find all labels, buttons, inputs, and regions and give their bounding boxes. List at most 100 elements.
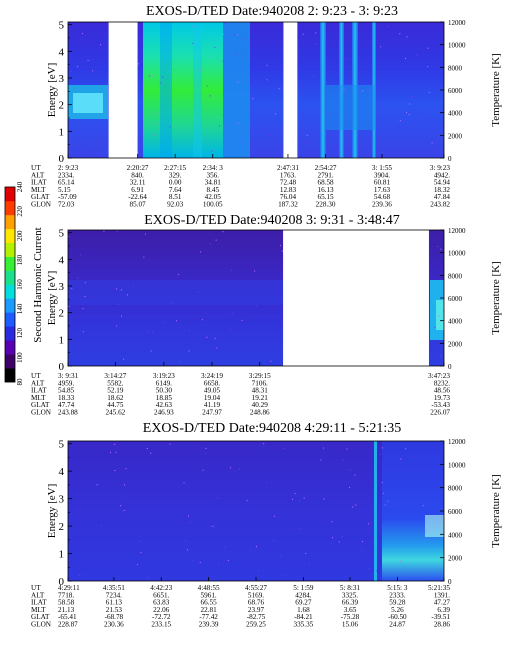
energy-tick-label: 5 — [59, 439, 65, 451]
temperature-tick-label: 6000 — [448, 508, 463, 516]
orbit-value: 5.15 — [58, 186, 71, 194]
colorbar-label: Second Harmonic Current — [32, 227, 44, 342]
speckle — [266, 64, 268, 66]
speckle — [68, 236, 70, 238]
speckle — [86, 149, 88, 151]
speckle — [179, 129, 181, 131]
panel-2-title: EXOS-D/TED Date:940208 3: 9:31 - 3:48:47 — [144, 213, 399, 228]
speckle — [145, 233, 147, 235]
orbit-value: 42.05 — [205, 193, 222, 201]
speckle — [298, 500, 300, 502]
speckle — [171, 302, 173, 304]
speckle — [223, 114, 225, 116]
orbit-value: 7234. — [106, 591, 122, 599]
energy-tick-label: 2 — [59, 308, 65, 320]
speckle — [192, 25, 194, 27]
speckle — [409, 103, 411, 105]
speckle — [216, 347, 218, 349]
speckle — [406, 36, 408, 38]
speckle — [230, 467, 232, 469]
speckle — [189, 521, 191, 523]
speckle — [79, 254, 81, 256]
speckle — [148, 75, 150, 77]
speckle — [255, 117, 257, 119]
orbit-value: 2334. — [58, 171, 74, 179]
speckle — [400, 560, 402, 562]
orbit-value: 228.30 — [316, 201, 336, 209]
orbit-value: 2333. — [389, 591, 405, 599]
orbit-value: 8.51 — [169, 193, 182, 201]
temperature-tick-label: 12000 — [448, 227, 466, 235]
speckle — [219, 125, 221, 127]
energy-tick-label: 2 — [59, 521, 65, 533]
orbit-value: 3:47:23 — [428, 372, 450, 380]
orbit-row-label: UT — [31, 164, 41, 172]
orbit-value: 6658. — [204, 379, 220, 387]
orbit-value: 248.86 — [250, 409, 270, 417]
orbit-value: 12.83 — [280, 186, 297, 194]
speckle — [399, 33, 401, 35]
energy-tick-label: 1 — [59, 549, 65, 561]
speckle — [416, 54, 418, 56]
orbit-value: 40.29 — [252, 401, 269, 409]
orbit-value: 2:34: 3 — [203, 164, 224, 172]
speckle — [192, 560, 194, 562]
panel-1-title: EXOS-D/TED Date:940208 2: 9:23 - 3: 9:23 — [146, 4, 398, 19]
speckle — [138, 541, 140, 543]
speckle — [427, 66, 429, 68]
speckle — [440, 248, 442, 250]
colorbar-swatch — [5, 200, 15, 216]
orbit-row-label: UT — [31, 372, 41, 380]
colorbar-tick-label: 180 — [16, 254, 24, 265]
orbit-value: 246.93 — [154, 409, 174, 417]
speckle — [244, 54, 246, 56]
orbit-value: 7718. — [58, 591, 74, 599]
speckle — [120, 505, 122, 507]
speckle — [215, 239, 217, 241]
speckle — [281, 250, 283, 252]
orbit-row-label: ALT — [31, 379, 45, 387]
speckle — [399, 120, 401, 122]
speckle — [237, 34, 239, 36]
temperature-tick-label: 8000 — [448, 64, 463, 72]
speckle — [303, 497, 305, 499]
orbit-value: 19.04 — [204, 394, 221, 402]
orbit-value: 3:24:19 — [201, 372, 223, 380]
orbit-value: 6.91 — [131, 186, 144, 194]
speckle — [125, 468, 127, 470]
speckle — [199, 561, 201, 563]
orbit-value: 5:15: 3 — [387, 584, 408, 592]
orbit-value: -72.72 — [152, 613, 171, 621]
speckle — [338, 541, 340, 543]
orbit-value: 21.13 — [58, 606, 75, 614]
speckle — [437, 245, 439, 247]
colorbar-frame — [4, 186, 16, 383]
temperature-tick-label: 2000 — [448, 555, 463, 563]
speckle — [252, 98, 254, 100]
speckle — [214, 337, 216, 339]
speckle — [428, 91, 430, 93]
speckle — [438, 315, 440, 317]
speckle — [320, 459, 322, 461]
orbit-value: 3: 1:55 — [372, 164, 393, 172]
speckle — [269, 134, 271, 136]
speckle — [71, 288, 73, 290]
orbit-value: 28.86 — [434, 621, 451, 629]
orbit-value: 60.81 — [374, 179, 391, 187]
orbit-value: 259.25 — [246, 621, 266, 629]
temperature-tick-label: 6000 — [448, 87, 463, 95]
speckle — [283, 447, 285, 449]
colorbar-swatch — [5, 340, 15, 355]
speckle — [255, 579, 257, 581]
colorbar-swatch — [5, 256, 15, 271]
speckle — [116, 325, 118, 327]
colorbar-tick-label: 80 — [16, 378, 24, 386]
speckle — [132, 286, 134, 288]
orbit-value: 54.68 — [374, 193, 391, 201]
temperature-tick-label: 2000 — [448, 340, 463, 348]
speckle — [341, 536, 343, 538]
energy-tick-label: 2 — [59, 100, 65, 112]
orbit-value: -57.09 — [58, 193, 77, 201]
orbit-value: 76.04 — [280, 193, 297, 201]
